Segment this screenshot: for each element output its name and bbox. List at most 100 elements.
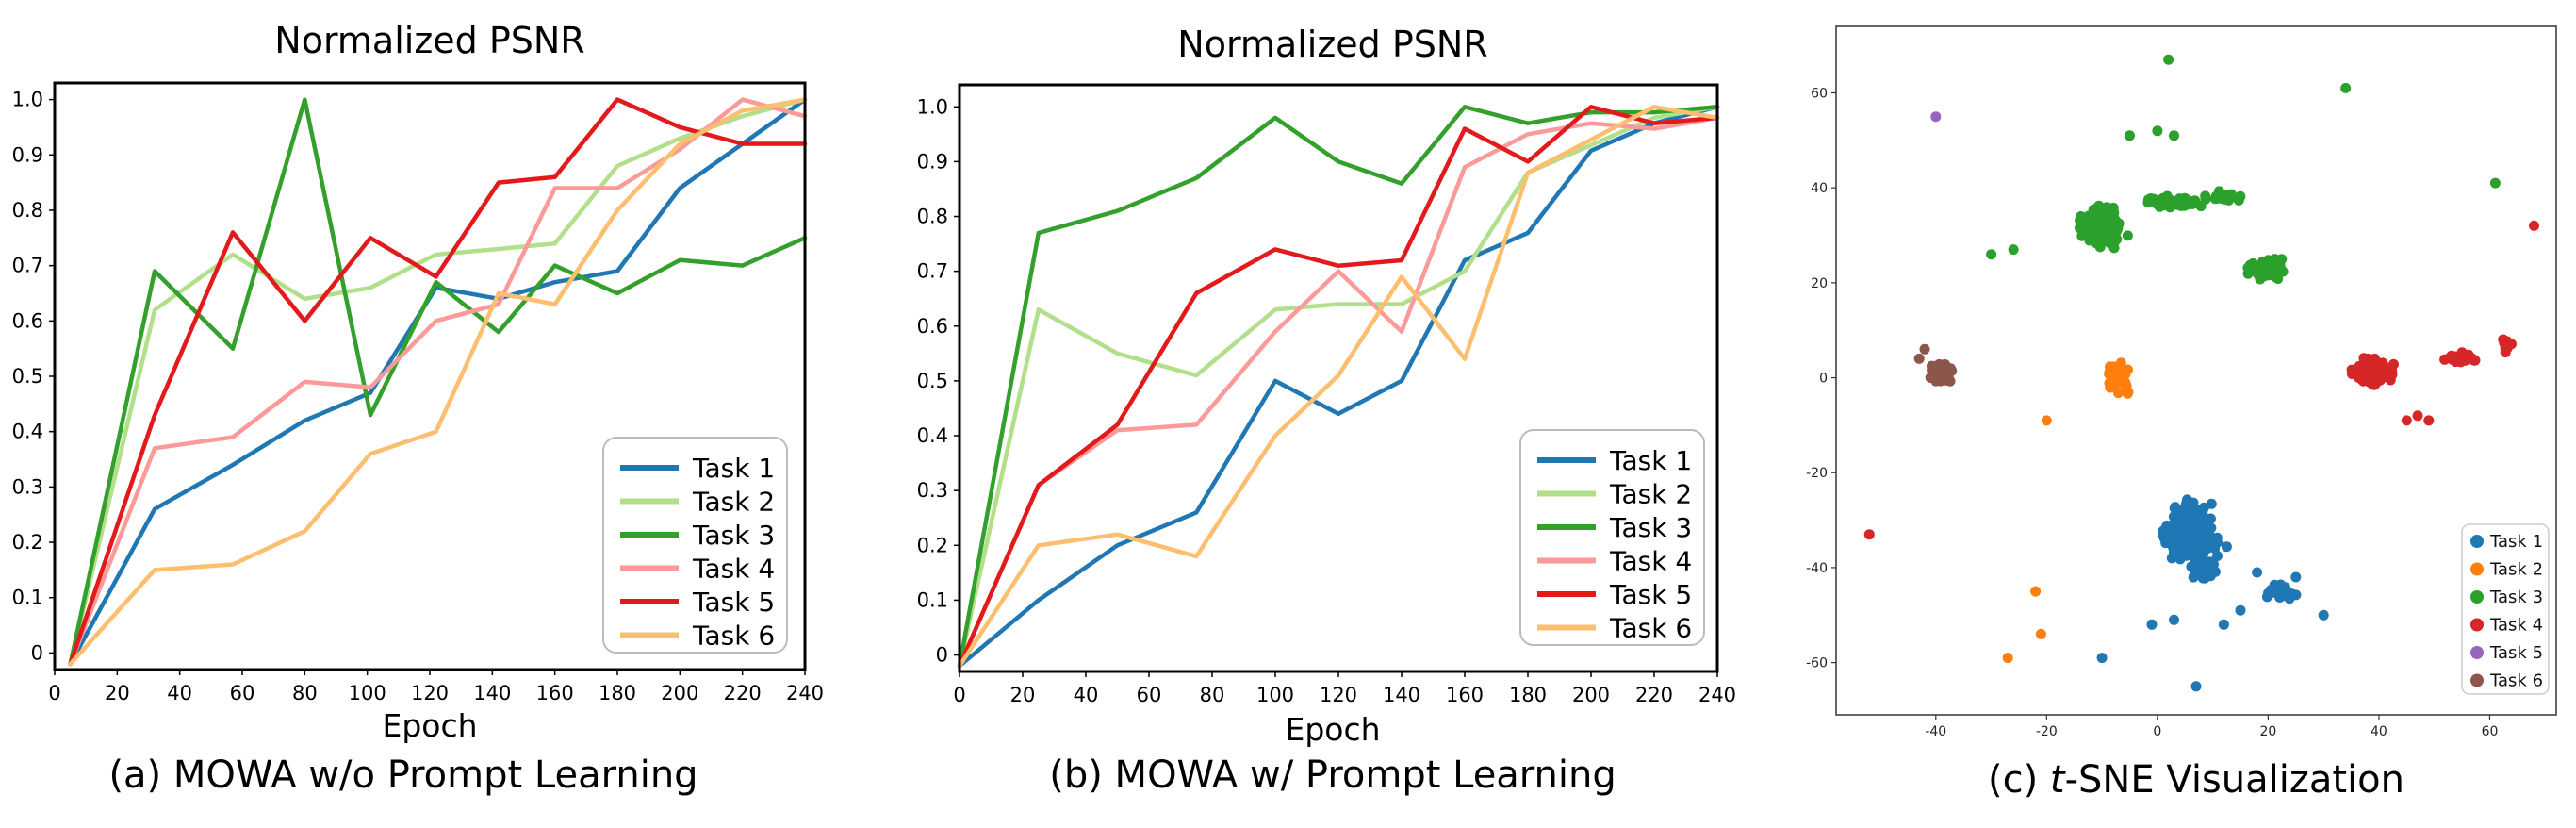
scatter-point xyxy=(1986,249,1997,260)
scatter-point xyxy=(2204,528,2214,539)
scatter-point xyxy=(2489,177,2501,189)
panel-c-x-ticks: -40 -20 0 20 40 60 xyxy=(1925,715,2498,739)
scatter-point xyxy=(2209,543,2221,554)
b-x-tick-label: 220 xyxy=(1635,684,1673,706)
panel-c-legend-marker-task-2 xyxy=(2470,562,2484,576)
scatter-point xyxy=(1919,343,1930,355)
panel-c-legend-marker-task-5 xyxy=(2470,646,2484,659)
b-y-tick-label: 0.2 xyxy=(917,534,948,556)
scatter-point xyxy=(2235,190,2246,202)
b-y-tick-label: 0.6 xyxy=(917,315,948,338)
panel-c-points-task-6 xyxy=(1913,343,1958,387)
panel-c-y-tick-label: 60 xyxy=(1811,86,1828,101)
panel-c-x-tick-label: -40 xyxy=(1925,724,1946,739)
a-x-tick-label: 60 xyxy=(230,682,255,704)
panel-c-points-task-5 xyxy=(1930,111,1942,123)
scatter-point xyxy=(2122,230,2133,241)
b-series-line-task-3 xyxy=(957,105,1720,669)
b-y-tick-label: 0.9 xyxy=(917,150,948,173)
b-x-tick-label: 0 xyxy=(953,684,965,706)
scatter-point xyxy=(2173,545,2183,556)
panel-c-legend-label-task-5: Task 5 xyxy=(2489,643,2543,663)
scatter-point xyxy=(2109,377,2121,389)
b-y-tick-label: 0.3 xyxy=(917,479,948,502)
scatter-point xyxy=(2104,367,2115,378)
scatter-point xyxy=(2181,516,2192,527)
a-series-line-task-6 xyxy=(68,97,808,667)
a-series-line-task-1 xyxy=(68,97,808,667)
scatter-point xyxy=(2223,194,2235,206)
panel-c-plot-frame xyxy=(1835,25,2557,716)
scatter-point xyxy=(2266,588,2277,599)
scatter-point xyxy=(2218,619,2229,630)
panel-c-y-tick-label: 40 xyxy=(1811,181,1828,196)
scatter-point xyxy=(2088,224,2099,236)
scatter-point xyxy=(2096,653,2108,664)
scatter-point xyxy=(2102,209,2113,221)
scatter-point xyxy=(2194,514,2205,525)
panel-c-legend-marker-task-3 xyxy=(2470,590,2484,604)
b-x-tick-label: 20 xyxy=(1010,684,1036,706)
scatter-point xyxy=(2125,130,2135,141)
scatter-point xyxy=(2184,539,2195,551)
a-legend-label-task-3: Task 3 xyxy=(692,520,775,551)
panel-a-series-layer xyxy=(68,97,808,667)
panel-b-x-ticks: 0 20 40 60 80 100 120 140 160 180 200 220 240 xyxy=(953,671,1736,706)
scatter-point xyxy=(2094,241,2106,253)
scatter-point xyxy=(2160,195,2172,206)
a-y-tick-label: 1.0 xyxy=(12,89,43,111)
panel-c-points-task-4 xyxy=(1863,220,2539,540)
scatter-point xyxy=(2181,550,2192,561)
scatter-point xyxy=(2469,355,2480,366)
b-x-tick-label: 240 xyxy=(1698,684,1736,706)
a-x-tick-label: 20 xyxy=(105,682,130,704)
scatter-point xyxy=(1863,529,1875,540)
panel-c-x-tick-label: 60 xyxy=(2482,724,2499,739)
scatter-point xyxy=(2256,270,2268,281)
b-series-line-task-6 xyxy=(957,105,1720,669)
a-x-tick-label: 240 xyxy=(786,682,824,704)
a-legend-label-task-5: Task 5 xyxy=(692,587,775,618)
scatter-point xyxy=(2401,415,2412,426)
panel-a-caption: (a) MOWA w/o Prompt Learning xyxy=(108,753,697,797)
panel-a-y-ticks: 0 0.1 0.2 0.3 0.4 0.5 0.6 0.7 0.8 0.9 1.0 xyxy=(12,89,55,664)
b-y-tick-label: 0.4 xyxy=(917,424,948,447)
panel-c-legend-label-task-3: Task 3 xyxy=(2489,588,2543,607)
b-x-tick-label: 180 xyxy=(1509,684,1547,706)
b-series-line-task-5 xyxy=(957,105,1720,669)
panel-c-legend-marker-task-4 xyxy=(2470,618,2484,632)
b-x-tick-label: 40 xyxy=(1074,684,1099,706)
scatter-point xyxy=(2146,619,2158,630)
scatter-point xyxy=(2290,571,2302,583)
scatter-point xyxy=(2104,223,2115,234)
panel-c-legend-label-task-1: Task 1 xyxy=(2489,532,2543,552)
scatter-point xyxy=(2187,198,2198,209)
scatter-point xyxy=(2078,215,2090,226)
a-x-tick-label: 40 xyxy=(167,682,192,704)
scatter-point xyxy=(2212,191,2223,203)
scatter-point xyxy=(1913,353,1925,364)
b-legend-label-task-4: Task 4 xyxy=(1609,546,1692,577)
a-legend-label-task-6: Task 6 xyxy=(692,621,775,652)
b-y-tick-label: 0.8 xyxy=(917,206,948,228)
panel-c-y-tick-label: 0 xyxy=(1819,372,1828,387)
panel-b-title: Normalized PSNR xyxy=(1177,24,1487,65)
b-x-tick-label: 120 xyxy=(1320,684,1357,706)
scatter-point xyxy=(2192,541,2204,553)
scatter-point xyxy=(2245,262,2256,273)
a-legend-label-task-2: Task 2 xyxy=(692,487,775,518)
b-x-tick-label: 160 xyxy=(1446,684,1484,706)
b-x-tick-label: 80 xyxy=(1200,684,1225,706)
scatter-point xyxy=(2108,242,2120,254)
scatter-point xyxy=(2221,541,2232,553)
scatter-point xyxy=(2423,415,2435,426)
panel-c-x-tick-label: 40 xyxy=(2371,724,2387,739)
scatter-point xyxy=(2080,224,2092,236)
a-y-tick-label: 0 xyxy=(31,641,43,664)
scatter-point xyxy=(1930,111,1942,123)
scatter-point xyxy=(2008,244,2019,256)
b-x-tick-label: 60 xyxy=(1137,684,1162,706)
panel-c-y-tick-label: -40 xyxy=(1806,561,1828,576)
